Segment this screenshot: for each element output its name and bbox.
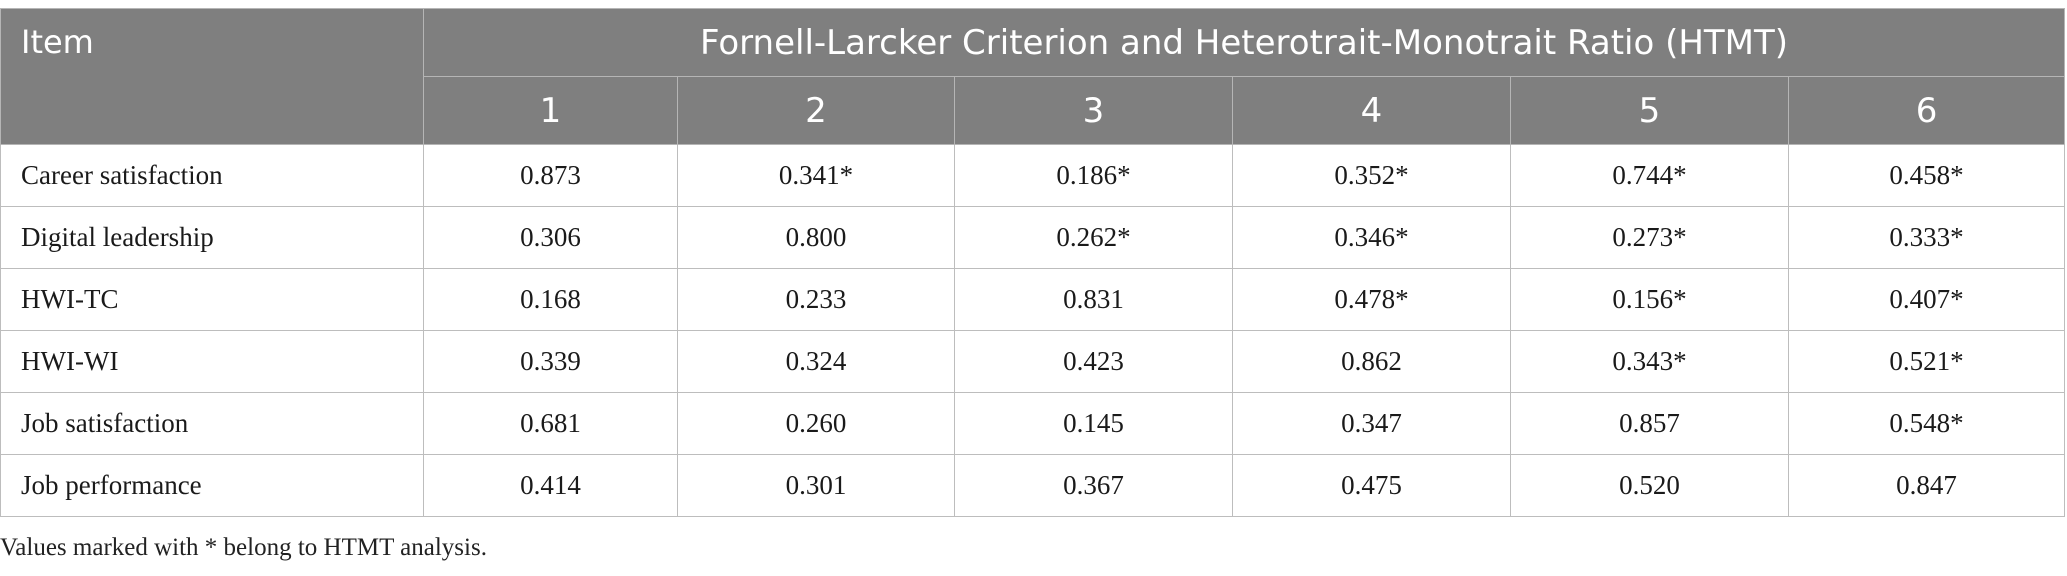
table-row: Career satisfaction 0.873 0.341* 0.186* … [0, 144, 2066, 207]
table-body: Career satisfaction 0.873 0.341* 0.186* … [0, 144, 2066, 517]
table-cell: 0.339 [423, 330, 678, 393]
table-row: HWI-TC 0.168 0.233 0.831 0.478* 0.156* 0… [0, 268, 2066, 331]
table-cell: 0.168 [423, 268, 678, 331]
table-header: Item Fornell-Larcker Criterion and Heter… [0, 8, 2066, 145]
table-cell: 0.306 [423, 206, 678, 269]
column-header-2: 2 [677, 76, 955, 145]
table-row: HWI-WI 0.339 0.324 0.423 0.862 0.343* 0.… [0, 330, 2066, 393]
table-cell: 0.831 [954, 268, 1233, 331]
table-cell: 0.548* [1787, 392, 2066, 455]
table-cell: 0.233 [677, 268, 955, 331]
row-label: Job satisfaction [0, 392, 424, 455]
table-cell: 0.145 [954, 392, 1233, 455]
table-cell: 0.343* [1510, 330, 1789, 393]
table-cell: 0.521* [1787, 330, 2066, 393]
table-cell: 0.414 [423, 454, 678, 517]
table-cell: 0.186* [954, 144, 1233, 207]
table-cell: 0.744* [1510, 144, 1789, 207]
table-cell: 0.478* [1232, 268, 1511, 331]
fornell-larcker-htmt-table: Item Fornell-Larcker Criterion and Heter… [0, 8, 2066, 517]
table-cell: 0.423 [954, 330, 1233, 393]
item-column-header: Item [0, 8, 424, 145]
table-cell: 0.346* [1232, 206, 1511, 269]
table-row: Job satisfaction 0.681 0.260 0.145 0.347… [0, 392, 2066, 455]
results-table-container: Item Fornell-Larcker Criterion and Heter… [0, 8, 2067, 517]
column-header-4: 4 [1232, 76, 1511, 145]
table-cell: 0.324 [677, 330, 955, 393]
table-cell: 0.352* [1232, 144, 1511, 207]
table-cell: 0.847 [1787, 454, 2066, 517]
table-cell: 0.800 [677, 206, 955, 269]
table-cell: 0.475 [1232, 454, 1511, 517]
column-header-1: 1 [423, 76, 678, 145]
table-row: Job performance 0.414 0.301 0.367 0.475 … [0, 454, 2066, 517]
table-cell: 0.273* [1510, 206, 1789, 269]
table-row: Digital leadership 0.306 0.800 0.262* 0.… [0, 206, 2066, 269]
table-cell: 0.367 [954, 454, 1233, 517]
row-label: HWI-WI [0, 330, 424, 393]
table-cell: 0.301 [677, 454, 955, 517]
table-cell: 0.333* [1787, 206, 2066, 269]
column-header-6: 6 [1787, 76, 2066, 145]
row-label: Career satisfaction [0, 144, 424, 207]
table-cell: 0.520 [1510, 454, 1789, 517]
column-header-3: 3 [954, 76, 1233, 145]
table-cell: 0.260 [677, 392, 955, 455]
table-cell: 0.407* [1787, 268, 2066, 331]
row-label: Digital leadership [0, 206, 424, 269]
table-cell: 0.873 [423, 144, 678, 207]
table-cell: 0.341* [677, 144, 955, 207]
table-footnote: Values marked with * belong to HTMT anal… [0, 534, 487, 561]
group-column-header: Fornell-Larcker Criterion and Heterotrai… [422, 8, 2066, 77]
column-header-5: 5 [1510, 76, 1789, 145]
table-cell: 0.347 [1232, 392, 1511, 455]
table-cell: 0.458* [1787, 144, 2066, 207]
table-cell: 0.156* [1510, 268, 1789, 331]
table-cell: 0.262* [954, 206, 1233, 269]
table-cell: 0.681 [423, 392, 678, 455]
table-cell: 0.862 [1232, 330, 1511, 393]
row-label: HWI-TC [0, 268, 424, 331]
row-label: Job performance [0, 454, 424, 517]
table-cell: 0.857 [1510, 392, 1789, 455]
